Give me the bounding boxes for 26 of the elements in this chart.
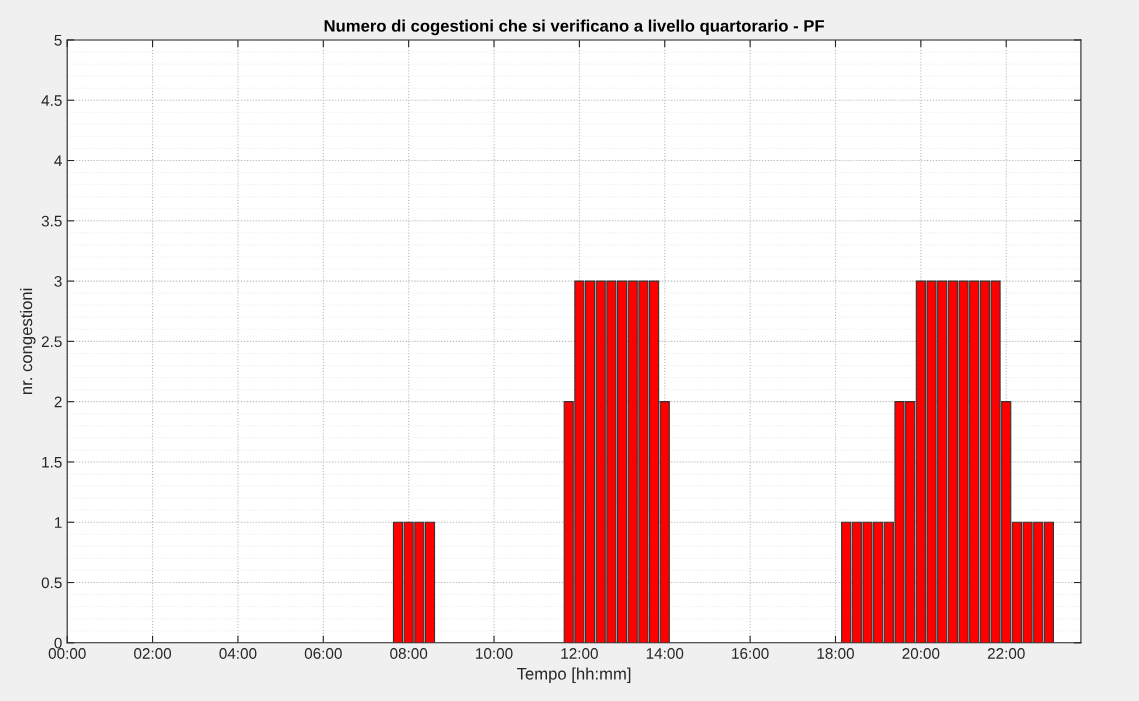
- x-tick-label: 02:00: [134, 648, 172, 659]
- x-tick-label: 08:00: [390, 648, 428, 659]
- x-tick-label: 16:00: [732, 648, 769, 659]
- y-tick-label: 5: [54, 34, 62, 46]
- y-axis-title: nr. congestioni: [20, 288, 36, 395]
- x-tick-label: 18:00: [817, 648, 855, 659]
- y-tick-label: 1.5: [42, 456, 62, 468]
- y-tick-label: 0.5: [41, 577, 62, 589]
- y-tick-label: 2: [54, 396, 62, 408]
- y-tick-label: 0: [54, 637, 62, 649]
- chart-title: Numero di cogestioni che si verificano a livello quartorario - PF: [324, 19, 824, 36]
- x-tick-label: 04:00: [219, 648, 257, 659]
- x-tick-label: 14:00: [646, 648, 684, 659]
- x-tick-label: 22:00: [987, 648, 1025, 659]
- x-tick-label: 12:00: [561, 648, 598, 659]
- y-tick-label: 4.5: [41, 95, 62, 106]
- x-axis-title: Tempo [hh:mm]: [517, 667, 631, 684]
- x-tick-label: 10:00: [476, 648, 513, 659]
- x-tick-label: 06:00: [304, 648, 342, 659]
- x-tick-label: 20:00: [902, 648, 940, 659]
- y-tick-label: 3: [54, 275, 62, 287]
- y-tick-label: 1: [55, 517, 62, 528]
- y-tick-label: 2.5: [41, 336, 62, 348]
- y-tick-label: 3.5: [41, 215, 62, 227]
- x-tick-label: 00:00: [48, 648, 86, 659]
- y-tick-label: 4: [54, 155, 62, 167]
